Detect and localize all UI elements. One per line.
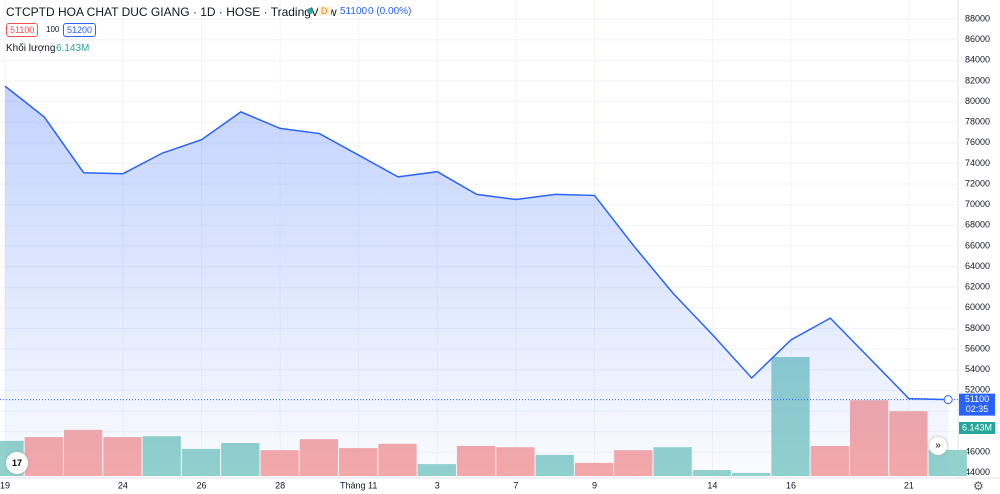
y-tick-label: 88000: [965, 13, 990, 23]
sell-button[interactable]: 51100: [6, 23, 39, 37]
y-tick-label: 56000: [965, 343, 990, 353]
x-tick-label: 19: [0, 480, 10, 490]
price-area: [5, 86, 949, 479]
y-tick-label: 58000: [965, 323, 990, 333]
y-tick-label: 70000: [965, 199, 990, 209]
countdown-label: 02:35: [966, 404, 989, 414]
x-tick-label: 14: [707, 480, 717, 490]
last-price: 51100: [340, 6, 368, 17]
x-tick-label: 16: [786, 480, 796, 490]
volume-value: 6.143M: [56, 43, 90, 54]
y-tick-label: 74000: [965, 158, 990, 168]
chart-title: CTCPTD HOA CHAT DUC GIANG · 1D · HOSE · …: [6, 5, 337, 19]
volume-tag: [959, 421, 995, 434]
price-tag: [959, 393, 995, 416]
price-line: [4, 85, 949, 401]
volume-tag-label: 6.143M: [962, 422, 992, 432]
x-tick-label: Tháng 11: [340, 480, 377, 490]
y-tick-label: 52000: [965, 385, 990, 395]
y-tick-label: 76000: [965, 137, 990, 147]
y-tick-label: 54000: [965, 364, 990, 374]
x-tick-label: 3: [435, 480, 440, 490]
y-tick-label: 82000: [965, 75, 990, 85]
y-tick-label: 84000: [965, 55, 990, 65]
price-tag-label: 51100: [965, 394, 989, 404]
y-tick-label: 72000: [965, 178, 990, 188]
y-tick-label: 78000: [965, 117, 990, 127]
settings-icon[interactable]: ⚙: [973, 479, 984, 493]
y-tick-label: 60000: [965, 302, 990, 312]
x-tick-label: 28: [275, 480, 285, 490]
scroll-button[interactable]: »: [929, 437, 947, 455]
interval-badge: D: [318, 6, 331, 16]
price-change: 0 (0.00%): [368, 6, 412, 17]
volume-title: Khối lượng: [6, 43, 56, 54]
x-tick-label: 26: [196, 480, 206, 490]
x-tick-label: 21: [904, 480, 914, 490]
y-tick-label: 66000: [965, 240, 990, 250]
status-dot: [307, 8, 313, 14]
y-tick-label: 62000: [965, 282, 990, 292]
buy-button[interactable]: 51200: [63, 23, 97, 37]
x-tick-label: 24: [118, 480, 128, 490]
x-tick-label: 7: [513, 480, 518, 490]
logo[interactable]: 17: [6, 452, 28, 474]
x-tick-label: 9: [592, 480, 597, 490]
y-tick-label: 68000: [965, 220, 990, 230]
y-tick-label: 86000: [965, 34, 990, 44]
y-tick-label: 46000: [965, 447, 990, 457]
last-price-dot: [943, 395, 953, 405]
y-tick-label: 64000: [965, 261, 990, 271]
y-tick-label: 44000: [965, 467, 990, 477]
order-size: 100: [46, 25, 60, 34]
y-tick-label: 80000: [965, 96, 990, 106]
